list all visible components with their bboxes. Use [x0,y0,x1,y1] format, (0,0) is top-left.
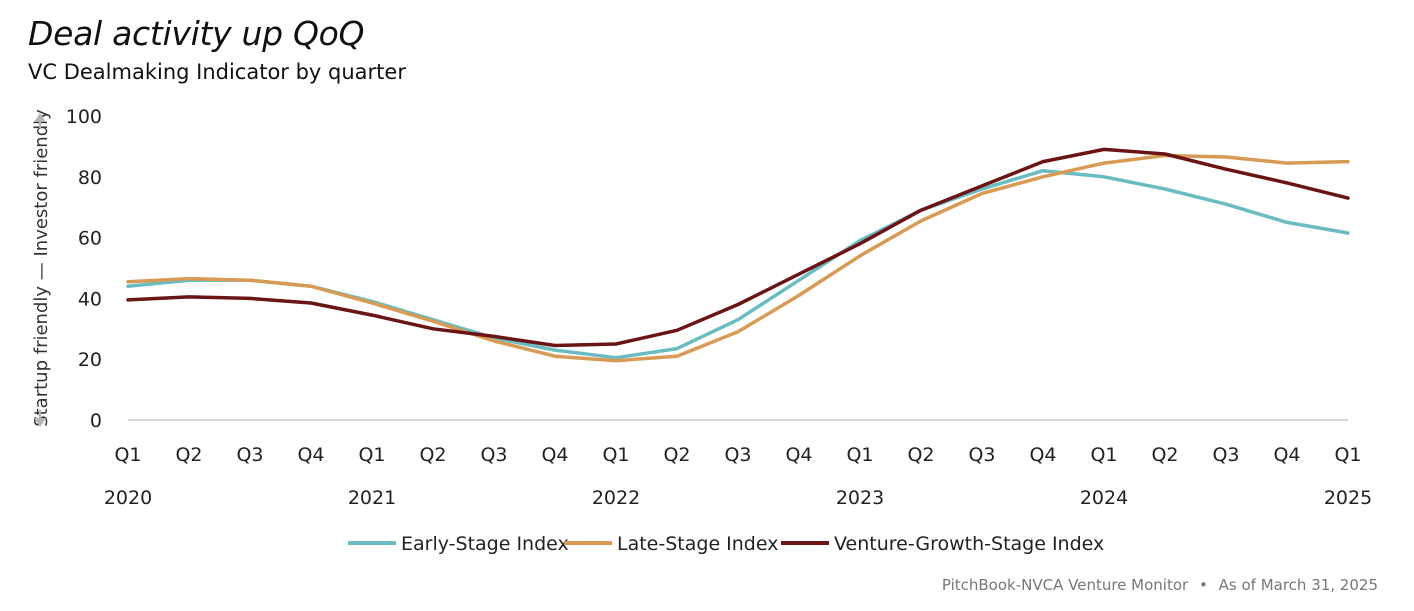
legend-label: Late-Stage Index [617,533,778,555]
source-name: PitchBook-NVCA Venture Monitor [941,576,1189,594]
x-tick-label: Q1 [114,444,141,466]
x-tick-label: Q4 [1273,444,1300,466]
x-year-label: 2022 [592,487,640,509]
y-tick-label: 40 [78,288,102,310]
series-line-0 [126,168,1350,360]
y-axis-label-sep: — [31,262,52,280]
x-year-label: 2023 [836,487,884,509]
x-tick-label: Q3 [724,444,751,466]
y-axis-ticks: 0 20 40 60 80 100 [66,106,102,432]
series-line-2 [126,147,1350,348]
x-tick-label: Q1 [846,444,873,466]
series-line-1 [126,153,1350,363]
x-tick-label: Q1 [1334,444,1361,466]
x-tick-label: Q2 [907,444,934,466]
x-tick-label: Q3 [968,444,995,466]
chart-subtitle: VC Dealmaking Indicator by quarter [28,60,406,84]
x-year-label: 2020 [104,487,152,509]
x-axis-ticks: Q1 Q2 Q3 Q4 Q1 Q2 Q3 Q4 Q1 Q2 Q3 Q4 Q1 Q2 Q3 Q4 Q1 Q2 Q3 Q4… [104,444,1372,509]
x-tick-label: Q1 [602,444,629,466]
y-axis-label-text: Startup friendly — Investor friendly [31,109,52,427]
x-tick-label: Q2 [663,444,690,466]
chart-title: Deal activity up QoQ [28,14,365,53]
series-lines [126,147,1350,363]
x-tick-label: Q1 [358,444,385,466]
x-tick-label: Q3 [236,444,263,466]
x-tick-label: Q4 [785,444,812,466]
y-axis-label-low: Startup friendly [31,280,52,427]
y-tick-label: 20 [78,349,102,371]
arrow-up-icon [34,113,46,122]
chart-legend: Early-Stage Index Late-Stage Index Venture… [348,533,1104,555]
y-axis-label: Startup friendly — Investor friendly [31,109,52,427]
x-tick-label: Q3 [1212,444,1239,466]
x-tick-label: Q4 [297,444,324,466]
y-axis-label-high: Investor friendly [31,109,52,262]
source-date: As of March 31, 2025 [1218,576,1378,594]
x-tick-label: Q2 [1151,444,1178,466]
x-year-label: 2024 [1080,487,1128,509]
legend-label: Early-Stage Index [401,533,569,555]
x-year-label: 2025 [1324,487,1372,509]
y-tick-label: 60 [78,228,102,250]
x-tick-label: Q2 [419,444,446,466]
source-note: PitchBook-NVCA Venture Monitor • As of M… [942,576,1378,594]
x-year-label: 2021 [348,487,396,509]
y-tick-label: 100 [66,106,102,128]
y-tick-label: 0 [90,410,102,432]
x-tick-label: Q2 [175,444,202,466]
y-axis-label-group: Startup friendly — Investor friendly [31,109,52,427]
arrow-down-icon [34,418,46,427]
x-tick-label: Q4 [541,444,568,466]
legend-label: Venture-Growth-Stage Index [834,533,1104,555]
y-tick-label: 80 [78,167,102,189]
x-tick-label: Q1 [1090,444,1117,466]
x-tick-label: Q4 [1029,444,1056,466]
x-tick-label: Q3 [480,444,507,466]
source-separator: • [1198,576,1208,594]
